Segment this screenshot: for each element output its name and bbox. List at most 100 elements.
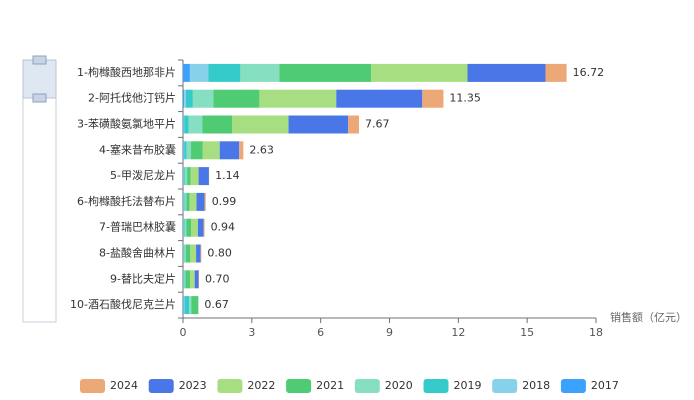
slider-handle[interactable] (32, 93, 47, 103)
legend-label[interactable]: 2024 (110, 379, 138, 392)
bar-segment (184, 244, 186, 263)
bar-segment (191, 218, 198, 237)
slider-window (22, 59, 57, 99)
bar-segment (371, 63, 468, 82)
x-tick-label: 3 (248, 326, 255, 339)
bar-segment (194, 270, 199, 289)
bar-segment (219, 141, 240, 160)
bar-segment (202, 141, 220, 160)
bar-segment (200, 244, 202, 263)
bar-segment (184, 218, 187, 237)
legend-swatch[interactable] (80, 379, 105, 393)
bar-segment (186, 192, 190, 211)
legend-swatch[interactable] (286, 379, 312, 393)
bar-segment (185, 244, 191, 263)
bar-segment (422, 89, 444, 108)
bar-segment (185, 89, 193, 108)
bar-segment (184, 141, 187, 160)
x-tick-label: 9 (386, 326, 393, 339)
bar-segment (188, 115, 203, 134)
bar-segment (187, 167, 191, 186)
x-axis-label: 销售额（亿元） (610, 310, 687, 324)
bar-segment (183, 89, 185, 108)
legend-label[interactable]: 2017 (591, 379, 619, 392)
bar-segment (240, 63, 280, 82)
legend-label[interactable]: 2021 (316, 379, 344, 392)
bar-segment (192, 89, 214, 108)
y-tick-label: 9-替比夫定片 (110, 271, 176, 285)
bar-segment (189, 192, 197, 211)
bar-segment (190, 270, 195, 289)
legend-swatch[interactable] (423, 379, 449, 393)
legend-swatch[interactable] (492, 379, 518, 393)
total-label: 1.14 (215, 169, 240, 182)
bar-segment (208, 63, 241, 82)
bar-segment (184, 167, 188, 186)
x-tick-label: 15 (520, 326, 534, 339)
bar-segment (288, 115, 349, 134)
bar-segment (191, 141, 203, 160)
y-tick-label: 8-盐酸舍曲林片 (99, 246, 176, 260)
bar-segment (190, 244, 197, 263)
zoom-slider[interactable] (22, 55, 57, 323)
total-label: 0.67 (204, 298, 229, 311)
y-tick-label: 6-枸橼酸托法替布片 (77, 194, 176, 208)
bar-segment (184, 89, 186, 108)
legend-swatch[interactable] (148, 379, 174, 393)
legend-label[interactable]: 2023 (179, 379, 207, 392)
bar-segment (190, 167, 199, 186)
bar-segment (259, 89, 337, 108)
legend-swatch[interactable] (560, 379, 586, 393)
bar-segment (189, 296, 192, 315)
legend-swatch[interactable] (354, 379, 380, 393)
bar-segment (184, 270, 186, 289)
y-tick-label: 1-枸橼酸西地那非片 (77, 65, 176, 79)
bar-segment (336, 89, 423, 108)
total-label: 16.72 (573, 66, 605, 79)
total-label: 0.70 (205, 272, 230, 285)
x-tick-label: 6 (317, 326, 324, 339)
bar-segment (204, 192, 206, 211)
bar-segment (198, 167, 209, 186)
bar-segment (348, 115, 359, 134)
bar-segment (186, 218, 192, 237)
bar-segment (203, 218, 205, 237)
total-label: 0.80 (207, 247, 232, 260)
bar-segment (183, 270, 185, 289)
slider-track (22, 59, 57, 323)
y-tick-label: 2-阿托伐他汀钙片 (88, 91, 176, 105)
x-tick-label: 0 (180, 326, 187, 339)
total-label: 11.35 (449, 92, 481, 105)
bar-segment (183, 115, 185, 134)
bar-segment (183, 296, 185, 315)
y-tick-label: 7-普瑞巴林胶囊 (99, 220, 176, 234)
bar-segment (239, 141, 244, 160)
bar-segment (232, 115, 289, 134)
bar-segment (467, 63, 546, 82)
legend-label[interactable]: 2022 (247, 379, 275, 392)
bar-segment (189, 63, 209, 82)
bar-segment (279, 63, 372, 82)
y-tick-label: 5-甲泼尼龙片 (110, 169, 176, 182)
bar-segment (184, 296, 190, 315)
bar-segment (196, 192, 205, 211)
legend-swatch[interactable] (217, 379, 243, 393)
bar-segment (185, 270, 191, 289)
bar-segment (545, 63, 567, 82)
legend-label[interactable]: 2020 (385, 379, 413, 392)
total-label: 0.99 (212, 195, 237, 208)
bar-segment (191, 296, 199, 315)
bar-segment (184, 115, 189, 134)
y-tick-label: 4-塞来昔布胶囊 (99, 142, 176, 156)
slider-handle[interactable] (32, 55, 47, 65)
y-tick-label: 3-苯磺酸氨氯地平片 (77, 117, 176, 131)
legend-label[interactable]: 2019 (454, 379, 482, 392)
bar-segment (183, 167, 185, 186)
bar-segment (213, 89, 260, 108)
legend-label[interactable]: 2018 (522, 379, 550, 392)
total-label: 7.67 (365, 118, 390, 131)
bar-segment (183, 192, 185, 211)
bar-segment (184, 192, 187, 211)
total-label: 0.94 (211, 221, 236, 234)
